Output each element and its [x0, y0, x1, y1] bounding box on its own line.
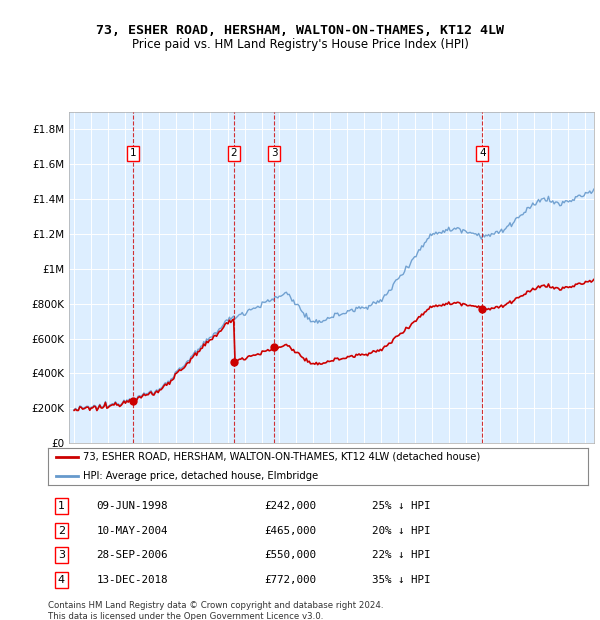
Text: 2: 2: [230, 149, 237, 159]
Text: HPI: Average price, detached house, Elmbridge: HPI: Average price, detached house, Elmb…: [83, 471, 319, 480]
Text: 10-MAY-2004: 10-MAY-2004: [97, 526, 168, 536]
Text: £242,000: £242,000: [264, 501, 316, 511]
Text: Price paid vs. HM Land Registry's House Price Index (HPI): Price paid vs. HM Land Registry's House …: [131, 38, 469, 51]
Text: 22% ↓ HPI: 22% ↓ HPI: [372, 551, 431, 560]
Text: 4: 4: [479, 149, 485, 159]
Text: 73, ESHER ROAD, HERSHAM, WALTON-ON-THAMES, KT12 4LW: 73, ESHER ROAD, HERSHAM, WALTON-ON-THAME…: [96, 24, 504, 37]
Text: 3: 3: [271, 149, 278, 159]
Text: Contains HM Land Registry data © Crown copyright and database right 2024.
This d: Contains HM Land Registry data © Crown c…: [48, 601, 383, 620]
Text: £465,000: £465,000: [264, 526, 316, 536]
Text: 1: 1: [58, 501, 65, 511]
Text: 2: 2: [58, 526, 65, 536]
Text: 20% ↓ HPI: 20% ↓ HPI: [372, 526, 431, 536]
Text: 1: 1: [130, 149, 136, 159]
Text: 3: 3: [58, 551, 65, 560]
Text: 13-DEC-2018: 13-DEC-2018: [97, 575, 168, 585]
Text: 73, ESHER ROAD, HERSHAM, WALTON-ON-THAMES, KT12 4LW (detached house): 73, ESHER ROAD, HERSHAM, WALTON-ON-THAME…: [83, 452, 481, 462]
Text: 09-JUN-1998: 09-JUN-1998: [97, 501, 168, 511]
Text: 35% ↓ HPI: 35% ↓ HPI: [372, 575, 431, 585]
Text: 25% ↓ HPI: 25% ↓ HPI: [372, 501, 431, 511]
Text: £550,000: £550,000: [264, 551, 316, 560]
Text: £772,000: £772,000: [264, 575, 316, 585]
Text: 4: 4: [58, 575, 65, 585]
Text: 28-SEP-2006: 28-SEP-2006: [97, 551, 168, 560]
